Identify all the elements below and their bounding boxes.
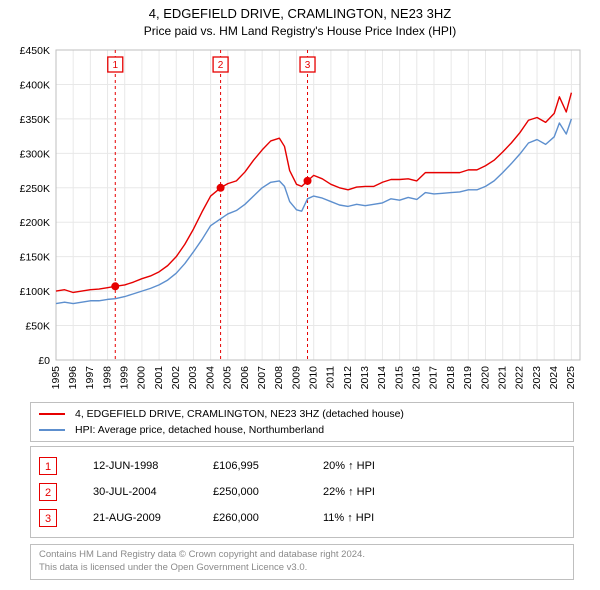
- svg-text:2019: 2019: [462, 366, 474, 390]
- svg-text:2017: 2017: [428, 366, 440, 390]
- svg-text:2: 2: [218, 60, 224, 71]
- svg-text:2023: 2023: [531, 366, 543, 390]
- svg-text:2010: 2010: [307, 366, 319, 390]
- transaction-row: 3 21-AUG-2009£260,00011% ↑ HPI: [39, 505, 565, 531]
- transaction-badge: 1: [39, 457, 57, 475]
- svg-text:1999: 1999: [119, 366, 131, 390]
- svg-text:2015: 2015: [393, 366, 405, 390]
- transaction-delta: 22% ↑ HPI: [323, 486, 443, 498]
- svg-text:2001: 2001: [153, 366, 165, 390]
- svg-text:2013: 2013: [359, 366, 371, 390]
- svg-text:1998: 1998: [101, 366, 113, 390]
- svg-text:2024: 2024: [548, 366, 560, 390]
- legend-swatch: [39, 413, 65, 415]
- svg-text:2025: 2025: [565, 366, 577, 390]
- svg-text:£0: £0: [38, 355, 50, 367]
- copyright-line: This data is licensed under the Open Gov…: [39, 562, 565, 575]
- legend-entry: 4, EDGEFIELD DRIVE, CRAMLINGTON, NE23 3H…: [39, 406, 565, 422]
- transaction-row: 1 12-JUN-1998£106,99520% ↑ HPI: [39, 453, 565, 479]
- svg-text:1997: 1997: [84, 366, 96, 390]
- svg-text:£450K: £450K: [20, 45, 50, 57]
- chart: £0 £50K £100K £150K £200K £250K £300K £350K £400…: [0, 0, 600, 420]
- legend-swatch: [39, 429, 65, 431]
- transaction-delta: 11% ↑ HPI: [323, 512, 443, 524]
- svg-text:2004: 2004: [204, 366, 216, 390]
- svg-text:£200K: £200K: [20, 217, 50, 229]
- transaction-badge: 3: [39, 509, 57, 527]
- svg-text:2003: 2003: [187, 366, 199, 390]
- svg-text:2012: 2012: [342, 366, 354, 390]
- chart-page: 4, EDGEFIELD DRIVE, CRAMLINGTON, NE23 3H…: [0, 0, 600, 590]
- svg-text:2021: 2021: [496, 366, 508, 390]
- svg-text:2016: 2016: [411, 366, 423, 390]
- transaction-price: £250,000: [213, 486, 323, 498]
- transactions-table: 1 12-JUN-1998£106,99520% ↑ HPI 2 30-JUL-200…: [30, 446, 574, 538]
- transaction-delta: 20% ↑ HPI: [323, 460, 443, 472]
- svg-text:£300K: £300K: [20, 148, 50, 160]
- svg-text:2011: 2011: [325, 366, 337, 389]
- svg-text:£400K: £400K: [20, 79, 50, 91]
- svg-text:£250K: £250K: [20, 183, 50, 195]
- transaction-date: 21-AUG-2009: [93, 512, 213, 524]
- svg-text:2022: 2022: [514, 366, 526, 390]
- transaction-row: 2 30-JUL-2004£250,00022% ↑ HPI: [39, 479, 565, 505]
- svg-text:£100K: £100K: [20, 286, 50, 298]
- svg-text:2020: 2020: [479, 366, 491, 390]
- svg-text:2007: 2007: [256, 366, 268, 390]
- svg-text:£50K: £50K: [25, 321, 50, 333]
- legend-label: 4, EDGEFIELD DRIVE, CRAMLINGTON, NE23 3H…: [75, 408, 404, 420]
- svg-text:2005: 2005: [222, 366, 234, 390]
- transaction-badge: 2: [39, 483, 57, 501]
- transaction-price: £260,000: [213, 512, 323, 524]
- svg-text:2002: 2002: [170, 366, 182, 390]
- transaction-date: 30-JUL-2004: [93, 486, 213, 498]
- svg-text:2000: 2000: [136, 366, 148, 390]
- transaction-date: 12-JUN-1998: [93, 460, 213, 472]
- copyright-line: Contains HM Land Registry data © Crown c…: [39, 549, 565, 562]
- svg-text:2006: 2006: [239, 366, 251, 390]
- copyright: Contains HM Land Registry data © Crown c…: [30, 544, 574, 580]
- svg-text:£150K: £150K: [20, 252, 50, 264]
- svg-text:1: 1: [112, 60, 118, 71]
- svg-text:3: 3: [305, 60, 311, 71]
- svg-text:1995: 1995: [50, 366, 62, 390]
- svg-text:2009: 2009: [290, 366, 302, 390]
- svg-text:1996: 1996: [67, 366, 79, 390]
- svg-text:2018: 2018: [445, 366, 457, 390]
- legend-label: HPI: Average price, detached house, Nort…: [75, 424, 324, 436]
- svg-text:2014: 2014: [376, 366, 388, 390]
- svg-text:2008: 2008: [273, 366, 285, 390]
- transaction-price: £106,995: [213, 460, 323, 472]
- legend: 4, EDGEFIELD DRIVE, CRAMLINGTON, NE23 3H…: [30, 402, 574, 442]
- svg-text:£350K: £350K: [20, 114, 50, 126]
- legend-entry: HPI: Average price, detached house, Nort…: [39, 422, 565, 438]
